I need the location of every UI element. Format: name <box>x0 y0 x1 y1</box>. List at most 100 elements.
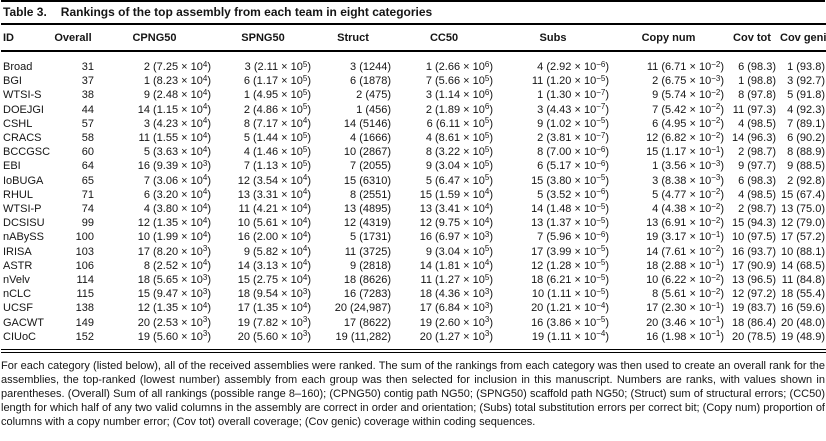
rank-value-cell: 12 (1.35 × 104) <box>137 300 211 315</box>
rank-value-cell: 20 (48.0) <box>780 316 825 329</box>
table-footnote: For each category (listed below), all of… <box>1 360 825 428</box>
table-row: EBI 64 16 (9.39 × 103) 7 (1.13 × 105) 7 (205… <box>1 159 826 173</box>
rank-value-cell: 20 (1.27 × 103) <box>419 329 493 343</box>
rank-value-cell: 3 (2.11 × 105) <box>244 59 311 73</box>
rank-value-cell: 15 (67.4) <box>780 188 825 201</box>
rank-value-cell: 8 (2551) <box>350 188 391 201</box>
rank-value-cell: 106 <box>75 259 94 272</box>
rank-value-cell: 8 (88.9) <box>787 146 825 159</box>
team-id-cell: IoBUGA <box>3 174 44 187</box>
rank-value-cell: 100 <box>75 231 94 244</box>
rank-value-cell: 114 <box>76 274 94 287</box>
table-row: IoBUGA 65 7 (3.06 × 104) 12 (3.54 × 104) 15 … <box>1 174 826 188</box>
rank-value-cell: 14 (1.48 × 10−5) <box>531 201 609 216</box>
team-id-cell: nCLC <box>3 288 32 301</box>
rank-value-cell: 10 (2867) <box>343 146 391 159</box>
column-header-cc50: CC50 <box>429 32 459 44</box>
table-row: GACWT 149 20 (2.53 × 103) 19 (7.82 × 103) 17… <box>1 316 826 330</box>
rank-value-cell: 65 <box>81 174 94 187</box>
rank-value-cell: 20 (78.5) <box>731 330 776 343</box>
rank-value-cell: 149 <box>75 316 94 329</box>
rank-value-cell: 10 (97.5) <box>731 231 776 244</box>
rank-value-cell: 13 (4895) <box>343 203 391 216</box>
rank-value-cell: 6 (90.2) <box>787 132 825 145</box>
rank-value-cell: 18 (55.4) <box>780 288 825 301</box>
rank-value-cell: 64 <box>81 160 94 173</box>
team-id-cell: CIUoC <box>3 330 37 343</box>
table-row: ASTR 106 8 (2.52 × 104) 14 (3.13 × 104) 9 (2… <box>1 259 826 273</box>
rank-value-cell: 1 (8.23 × 104) <box>143 73 211 88</box>
rank-value-cell: 20 (5.60 × 103) <box>237 329 311 343</box>
team-id-cell: BGI <box>3 75 22 88</box>
rank-value-cell: 6 (98.3) <box>738 174 776 187</box>
rank-value-cell: 3 (1.14 × 106) <box>425 87 493 102</box>
rank-value-cell: 2 (475) <box>356 89 391 102</box>
rank-value-cell: 2 (6.75 × 10−3) <box>652 73 724 88</box>
rank-value-cell: 3 (4.43 × 10−7) <box>537 102 609 116</box>
rank-value-cell: 13 (1.37 × 10−5) <box>531 215 609 230</box>
paper-table-figure: Table 3. Rankings of the top assembly fro… <box>1 0 826 428</box>
rank-value-cell: 9 (2818) <box>350 259 391 272</box>
rank-value-cell: 19 (83.7) <box>731 302 776 315</box>
rank-value-cell: 17 (3.99 × 10−5) <box>531 244 609 258</box>
rank-value-cell: 16 (93.7) <box>731 245 776 258</box>
team-id-cell: IRISA <box>3 245 32 258</box>
column-header-subs: Subs <box>539 32 567 44</box>
rank-value-cell: 9 (2.48 × 104) <box>143 87 211 102</box>
rank-value-cell: 3 (1244) <box>350 61 391 73</box>
rank-value-cell: 6 (3.20 × 104) <box>143 187 211 201</box>
rank-value-cell: 8 (2.52 × 104) <box>143 258 211 272</box>
team-id-cell: nABySS <box>3 231 44 244</box>
column-header-cpng50: CPNG50 <box>132 32 177 44</box>
rank-value-cell: 11 (3725) <box>344 245 391 258</box>
rank-value-cell: 13 (96.5) <box>731 274 776 287</box>
rank-value-cell: 5 (1731) <box>350 231 391 244</box>
rank-value-cell: 11 (1.27 × 105) <box>420 272 493 287</box>
column-header-overall: Overall <box>54 32 92 44</box>
team-id-cell: ASTR <box>3 259 33 272</box>
rank-value-cell: 5 (6.47 × 105) <box>425 173 493 187</box>
rank-value-cell: 1 (98.8) <box>738 75 776 88</box>
team-id-cell: nVelv <box>3 274 30 287</box>
rank-value-cell: 1 (93.8) <box>787 61 825 73</box>
rank-value-cell: 14 (3.13 × 104) <box>237 258 311 272</box>
team-id-cell: CSHL <box>3 117 33 130</box>
rank-value-cell: 14 (1.81 × 104) <box>419 258 493 272</box>
rank-value-cell: 11 (6.71 × 10−2) <box>646 59 724 73</box>
rank-value-cell: 60 <box>81 146 94 159</box>
rank-value-cell: 19 (48.9) <box>780 330 825 343</box>
rank-value-cell: 20 (2.53 × 103) <box>137 315 211 329</box>
rank-value-cell: 3 (92.7) <box>787 75 825 88</box>
rank-value-cell: 17 (8.20 × 103) <box>137 244 211 258</box>
rank-value-cell: 12 (1.28 × 10−5) <box>531 258 609 272</box>
rank-value-cell: 8 (7.17 × 104) <box>243 116 311 130</box>
rank-value-cell: 4 (1.46 × 105) <box>243 144 311 159</box>
rank-value-cell: 11 (1.20 × 10−5) <box>531 73 609 88</box>
table-row: DCSISU 99 12 (1.35 × 104) 10 (5.61 × 104) 12… <box>1 216 826 230</box>
rank-value-cell: 11 (97.3) <box>732 103 776 116</box>
rank-value-cell: 7 (5.66 × 105) <box>425 73 493 88</box>
rank-value-cell: 10 (1.99 × 104) <box>137 229 211 244</box>
table-row: CIUoC 152 19 (5.60 × 103) 20 (5.60 × 103) 19… <box>1 330 826 351</box>
table-caption: Table 3. Rankings of the top assembly fro… <box>1 0 825 23</box>
rank-value-cell: 18 (5.65 × 103) <box>137 272 211 287</box>
rank-value-cell: 13 (3.31 × 104) <box>237 187 311 201</box>
rank-value-cell: 16 (3.86 × 10−5) <box>531 315 609 329</box>
rank-value-cell: 9 (5.74 × 10−2) <box>652 87 724 102</box>
rank-value-cell: 4 (8.61 × 105) <box>425 130 493 145</box>
rank-value-cell: 2 (4.86 × 105) <box>243 102 311 116</box>
rank-value-cell: 7 (1.13 × 105) <box>243 158 311 173</box>
rank-value-cell: 19 (3.17 × 10−1) <box>646 229 724 244</box>
rank-value-cell: 15 (2.75 × 104) <box>237 272 311 287</box>
rank-value-cell: 18 (6.21 × 10−5) <box>531 272 609 287</box>
rank-value-cell: 4 (3.80 × 104) <box>143 201 211 216</box>
team-id-cell: WTSI-S <box>3 89 42 102</box>
rank-value-cell: 18 (4.36 × 103) <box>419 286 493 301</box>
rank-value-cell: 10 (88.1) <box>780 245 825 258</box>
table-row: RHUL 71 6 (3.20 × 104) 13 (3.31 × 104) 8 (25… <box>1 188 826 202</box>
rank-value-cell: 103 <box>75 245 94 258</box>
rank-value-cell: 9 (3.04 × 105) <box>425 244 493 258</box>
rank-value-cell: 11 (1.55 × 104) <box>138 130 211 145</box>
header-row: ID Overall CPNG50 SPNG50 Struct CC50 Subs Copy … <box>1 24 826 51</box>
rank-value-cell: 12 (1.35 × 104) <box>137 215 211 230</box>
